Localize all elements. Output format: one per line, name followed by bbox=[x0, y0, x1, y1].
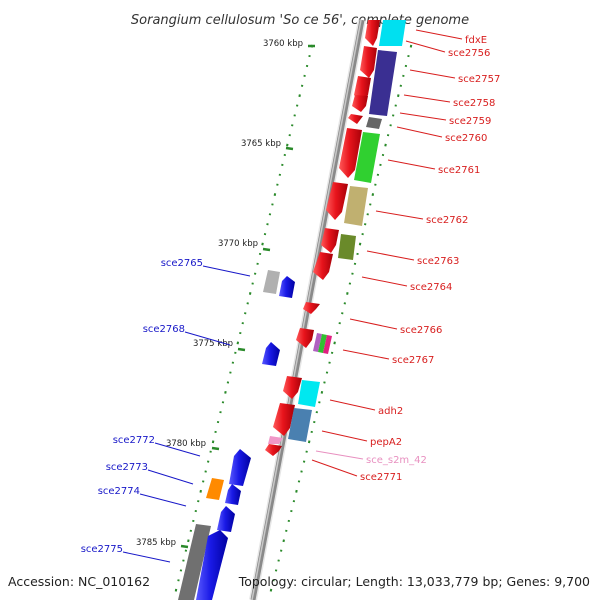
label-sce2764[interactable]: sce2764 bbox=[410, 282, 452, 293]
function-box-sce2765 bbox=[263, 270, 280, 294]
gene-feature-fdxE[interactable] bbox=[365, 20, 380, 46]
accession-text: Accession: NC_010162 bbox=[8, 574, 150, 589]
right-labels: fdxE sce2756 sce2757 sce2758 sce2759 sce… bbox=[311, 29, 500, 483]
gene-feature-sce2756[interactable] bbox=[360, 46, 377, 78]
function-box-sce2761 bbox=[354, 132, 380, 183]
label-sce2759[interactable]: sce2759 bbox=[449, 116, 491, 127]
gene-feature-sce2758[interactable] bbox=[352, 95, 368, 112]
label-sce_s2m_42[interactable]: sce_s2m_42 bbox=[366, 455, 427, 466]
function-box-sce2767-a bbox=[313, 333, 322, 352]
function-box-sce2775 bbox=[178, 524, 211, 600]
function-box-sce2757 bbox=[369, 50, 397, 116]
scale-tick bbox=[237, 347, 246, 352]
gene-feature-sce2766[interactable] bbox=[303, 302, 320, 314]
label-sce2757[interactable]: sce2757 bbox=[458, 74, 500, 85]
gene-feature-sce2765[interactable] bbox=[279, 276, 295, 298]
label-sce2771[interactable]: sce2771 bbox=[360, 472, 402, 483]
function-box-sce2773 bbox=[206, 478, 224, 500]
function-box-fdxE bbox=[379, 20, 406, 46]
tick-dots-right bbox=[269, 44, 413, 592]
label-sce2765[interactable]: sce2765 bbox=[161, 258, 203, 269]
function-box-sce2759 bbox=[366, 117, 382, 129]
label-adh2[interactable]: adh2 bbox=[378, 406, 403, 417]
scale-label-3775: 3775 kbp bbox=[193, 339, 233, 349]
function-box-sce2767-b bbox=[318, 334, 327, 353]
gene-feature-adh2[interactable] bbox=[283, 376, 302, 399]
scale-tick bbox=[211, 446, 220, 451]
function-box-sce2763 bbox=[338, 234, 356, 260]
label-sce2763[interactable]: sce2763 bbox=[417, 256, 459, 267]
label-sce2775[interactable]: sce2775 bbox=[81, 544, 123, 555]
label-sce2768[interactable]: sce2768 bbox=[143, 324, 185, 335]
label-sce2774[interactable]: sce2774 bbox=[98, 486, 140, 497]
reverse-genes bbox=[178, 270, 295, 600]
gene-feature-sce2763[interactable] bbox=[321, 228, 339, 253]
gene-feature-sce2772[interactable] bbox=[229, 449, 251, 486]
gene-feature-sce2759[interactable] bbox=[348, 114, 363, 124]
label-sce2756[interactable]: sce2756 bbox=[448, 48, 490, 59]
label-sce2766[interactable]: sce2766 bbox=[400, 325, 442, 336]
scale-label-3760: 3760 kbp bbox=[263, 39, 303, 49]
gene-feature-sce2762[interactable] bbox=[326, 182, 348, 220]
scale-labels: 3760 kbp 3765 kbp 3770 kbp 3775 kbp 3780… bbox=[136, 39, 315, 549]
label-pepA2[interactable]: pepA2 bbox=[370, 437, 402, 448]
gene-feature-sce2767[interactable] bbox=[296, 328, 314, 348]
gene-feature-sce2775[interactable] bbox=[196, 530, 228, 600]
function-box-adh2 bbox=[298, 380, 320, 407]
scale-tick bbox=[285, 146, 294, 151]
label-sce2772[interactable]: sce2772 bbox=[113, 435, 155, 446]
topology-text: Topology: circular; Length: 13,033,779 b… bbox=[238, 574, 590, 589]
forward-genes bbox=[265, 20, 380, 456]
map-title: Sorangium cellulosum 'So ce 56', complet… bbox=[131, 13, 469, 28]
label-sce2767[interactable]: sce2767 bbox=[392, 355, 434, 366]
gene-feature-sce2771[interactable] bbox=[265, 444, 282, 456]
left-labels: sce2765 sce2768 sce2772 sce2773 sce2774 … bbox=[81, 258, 251, 563]
scale-label-3780: 3780 kbp bbox=[166, 439, 206, 449]
scale-label-3785: 3785 kbp bbox=[136, 538, 176, 548]
gene-feature-sce2774[interactable] bbox=[217, 506, 235, 532]
gene-feature-sce2773[interactable] bbox=[225, 484, 241, 505]
tick-dots-left bbox=[174, 44, 314, 592]
scale-tick bbox=[180, 544, 189, 549]
label-fdxE[interactable]: fdxE bbox=[465, 35, 487, 46]
label-sce2762[interactable]: sce2762 bbox=[426, 215, 468, 226]
function-box-sce2762 bbox=[344, 186, 368, 226]
label-sce2760[interactable]: sce2760 bbox=[445, 133, 487, 144]
scale-label-3765: 3765 kbp bbox=[241, 139, 281, 149]
label-sce2758[interactable]: sce2758 bbox=[453, 98, 495, 109]
label-sce2761[interactable]: sce2761 bbox=[438, 165, 480, 176]
label-sce2773[interactable]: sce2773 bbox=[106, 462, 148, 473]
scale-label-3770: 3770 kbp bbox=[218, 239, 258, 249]
gene-feature-pepA2[interactable] bbox=[273, 403, 295, 436]
gene-feature-sce2768[interactable] bbox=[262, 342, 280, 366]
scale-tick bbox=[262, 247, 271, 252]
gene-feature-sce2760[interactable] bbox=[339, 128, 362, 178]
function-box-sce2767-c bbox=[323, 335, 332, 354]
gene-feature-sce2764[interactable] bbox=[313, 252, 333, 280]
rna-feature-sce_s2m_42[interactable] bbox=[268, 436, 283, 444]
function-box-pepA2 bbox=[288, 408, 312, 442]
function-boxes bbox=[288, 20, 406, 442]
